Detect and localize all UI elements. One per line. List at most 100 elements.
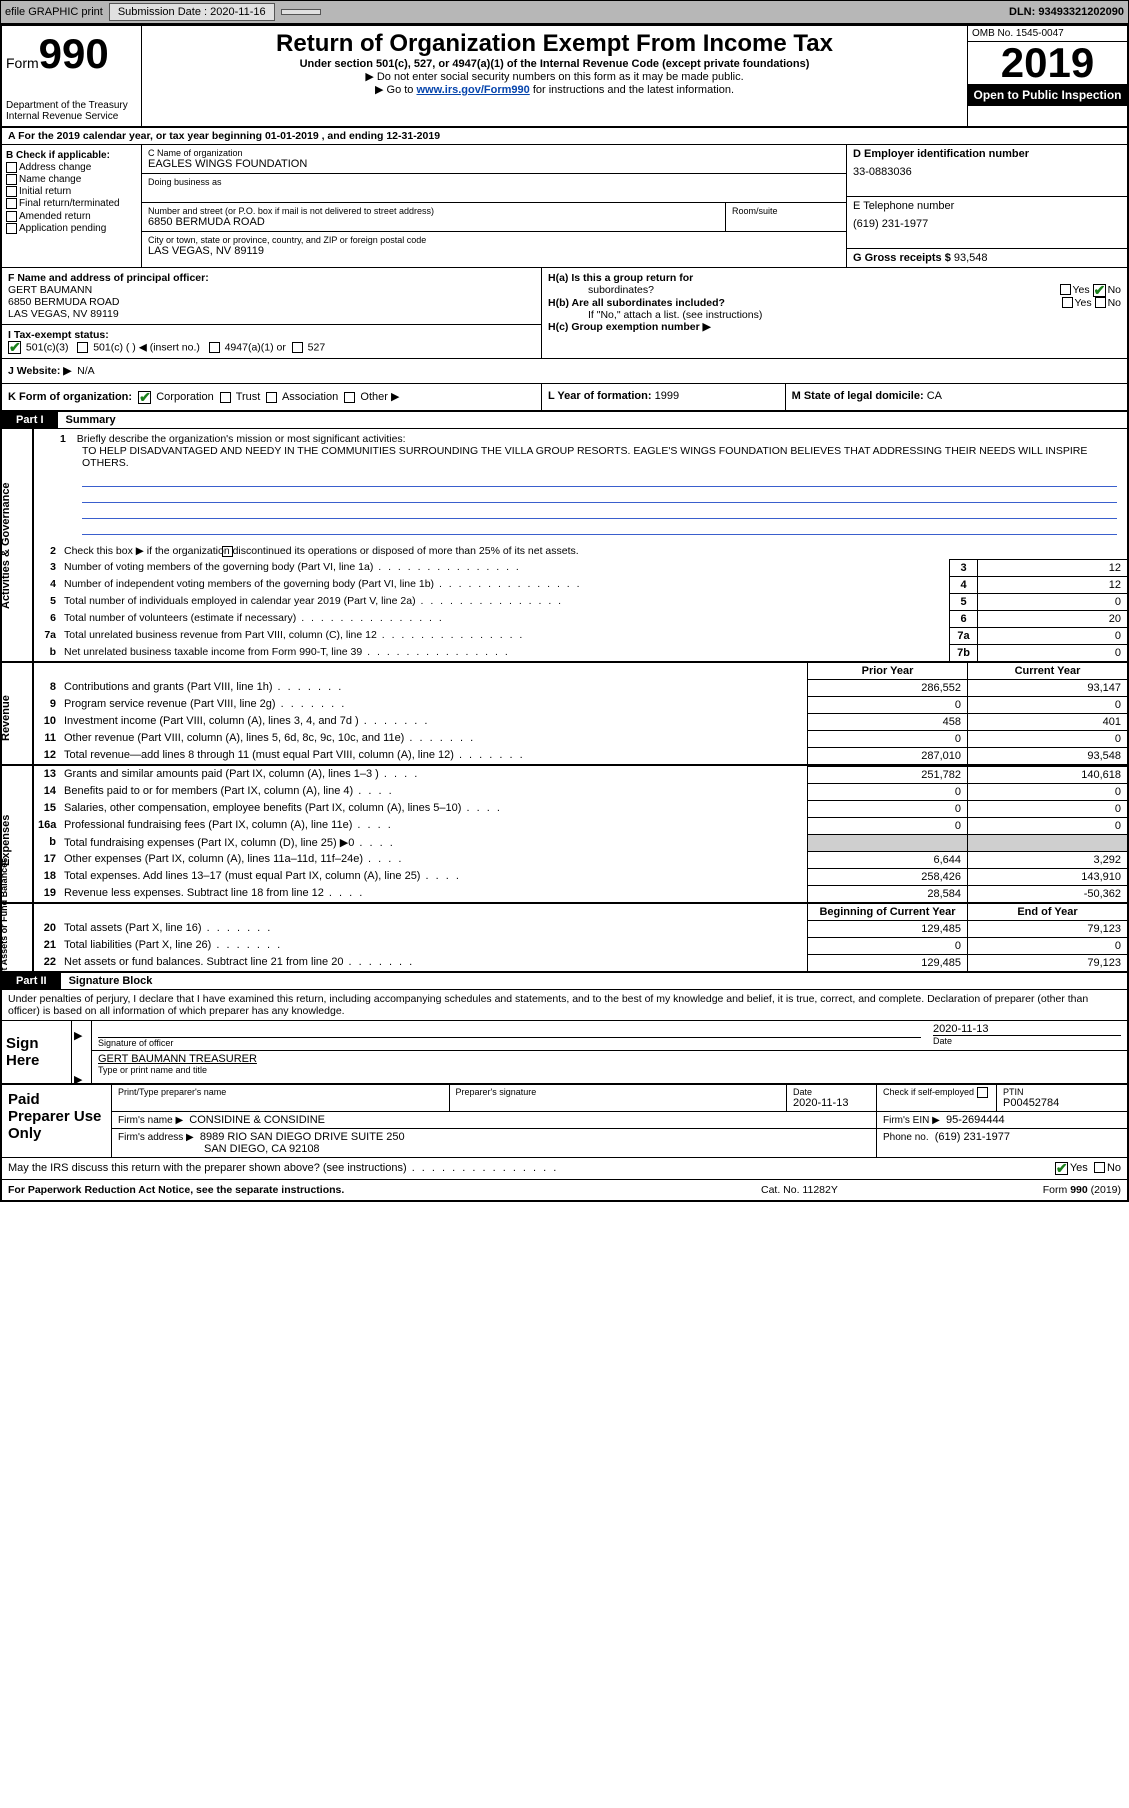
cb-4947[interactable] (209, 342, 220, 353)
tax-exempt-lbl: I Tax-exempt status: (8, 329, 109, 341)
sig-date: 2020-11-13 (933, 1023, 1121, 1035)
beginning-year-hdr: Beginning of Current Year (807, 904, 967, 920)
table-row: 15 Salaries, other compensation, employe… (34, 800, 1127, 817)
cb-final-return[interactable]: Final return/terminated (6, 198, 137, 209)
box-k: K Form of organization: Corporation Trus… (2, 384, 542, 410)
gross-val: 93,548 (954, 252, 988, 264)
prep-name-lbl: Print/Type preparer's name (118, 1087, 443, 1097)
pra-notice: For Paperwork Reduction Act Notice, see … (8, 1184, 761, 1196)
box-l: L Year of formation: 1999 (542, 384, 786, 410)
cb-application-pending[interactable]: Application pending (6, 223, 137, 234)
part1-header: Part I Summary (2, 412, 1127, 429)
gross-lbl: G Gross receipts $ (853, 252, 951, 264)
nossn-note: ▶ Do not enter social security numbers o… (150, 70, 959, 83)
table-row: 17 Other expenses (Part IX, column (A), … (34, 851, 1127, 868)
table-row: b Net unrelated business taxable income … (34, 644, 1127, 661)
cb-other[interactable] (344, 392, 355, 403)
box-deg: D Employer identification number 33-0883… (847, 145, 1127, 267)
part2-tag: Part II (2, 973, 61, 989)
box-m: M State of legal domicile: CA (786, 384, 1127, 410)
rule4 (82, 519, 1117, 535)
table-row: 5 Total number of individuals employed i… (34, 593, 1127, 610)
rev-colhdr: Prior Year Current Year (34, 663, 1127, 679)
sect-na: Net Assets or Fund Balances Beginning of… (2, 904, 1127, 973)
form-title: Return of Organization Exempt From Incom… (150, 30, 959, 58)
table-row: 14 Benefits paid to or for members (Part… (34, 783, 1127, 800)
blank-btn[interactable] (281, 9, 321, 15)
sig-date-lbl: Date (933, 1035, 1121, 1046)
table-row: 12 Total revenue—add lines 8 through 11 … (34, 747, 1127, 764)
submission-date-btn[interactable]: Submission Date : 2020-11-16 (109, 3, 275, 21)
ein: 33-0883036 (853, 166, 1121, 178)
org-name-lbl: C Name of organization (148, 148, 840, 158)
officer-addr1: 6850 BERMUDA ROAD (8, 296, 535, 308)
cb-527[interactable] (292, 342, 303, 353)
table-row: 6 Total number of volunteers (estimate i… (34, 610, 1127, 627)
form-header: Form990 Department of the Treasury Inter… (2, 26, 1127, 128)
box-h: H(a) Is this a group return for subordin… (542, 268, 1127, 358)
ptin-lbl: PTIN (1003, 1087, 1121, 1097)
vlabel-na: Net Assets or Fund Balances (0, 857, 9, 981)
table-row: 9 Program service revenue (Part VIII, li… (34, 696, 1127, 713)
cb-discontinued[interactable] (222, 546, 233, 557)
cb-hb-yes[interactable] (1062, 297, 1073, 308)
table-row: 4 Number of independent voting members o… (34, 576, 1127, 593)
cb-501c3[interactable] (8, 341, 21, 354)
prep-sig-lbl: Preparer's signature (456, 1087, 781, 1097)
prep-date-lbl: Date (793, 1087, 870, 1097)
cb-discuss-yes[interactable] (1055, 1162, 1068, 1175)
ptin: P00452784 (1003, 1097, 1121, 1109)
rule2 (82, 487, 1117, 503)
table-row: 7a Total unrelated business revenue from… (34, 627, 1127, 644)
prep-selfemp: Check if self-employed (877, 1085, 997, 1111)
officer-name: GERT BAUMANN (8, 284, 535, 296)
firm-ein-lbl: Firm's EIN ▶ (883, 1115, 940, 1126)
cb-discuss-no[interactable] (1094, 1162, 1105, 1173)
cb-name-change[interactable]: Name change (6, 174, 137, 185)
table-row: 18 Total expenses. Add lines 13–17 (must… (34, 868, 1127, 885)
header-mid: Return of Organization Exempt From Incom… (142, 26, 967, 126)
sect-exp: Expenses 13 Grants and similar amounts p… (2, 766, 1127, 904)
header-right: OMB No. 1545-0047 2019 Open to Public In… (967, 26, 1127, 126)
top-bar: efile GRAPHIC print Submission Date : 20… (0, 0, 1129, 24)
cb-selfemp[interactable] (977, 1087, 988, 1098)
vlabel-rev: Revenue (0, 695, 12, 741)
table-row: b Total fundraising expenses (Part IX, c… (34, 834, 1127, 851)
header-left: Form990 Department of the Treasury Inter… (2, 26, 142, 126)
cb-initial-return[interactable]: Initial return (6, 186, 137, 197)
cb-amended-return[interactable]: Amended return (6, 211, 137, 222)
firm-phone-lbl: Phone no. (883, 1132, 929, 1143)
cb-ha-yes[interactable] (1060, 284, 1071, 295)
cb-trust[interactable] (220, 392, 231, 403)
cb-corp[interactable] (138, 391, 151, 404)
rule3 (82, 503, 1117, 519)
form990-link[interactable]: www.irs.gov/Form990 (416, 84, 529, 96)
hb-note: If "No," attach a list. (see instruction… (548, 309, 1121, 321)
firm-ein: 95-2694444 (946, 1114, 1005, 1126)
current-year-hdr: Current Year (967, 663, 1127, 679)
part2-title: Signature Block (61, 973, 161, 989)
block-bcdeg: B Check if applicable: Address change Na… (2, 145, 1127, 268)
part2-header: Part II Signature Block (2, 973, 1127, 990)
sign-arrow-col: ▶ ▶ (72, 1021, 92, 1083)
block-fh: F Name and address of principal officer:… (2, 268, 1127, 359)
cb-assoc[interactable] (266, 392, 277, 403)
table-row: 11 Other revenue (Part VIII, column (A),… (34, 730, 1127, 747)
table-row: 10 Investment income (Part VIII, column … (34, 713, 1127, 730)
phone: (619) 231-1977 (853, 218, 1121, 230)
line2: 2 Check this box ▶ if the organization d… (34, 543, 1127, 559)
cb-501c[interactable] (77, 342, 88, 353)
sect-rev: Revenue Prior Year Current Year 8 Contri… (2, 663, 1127, 766)
cb-address-change[interactable]: Address change (6, 162, 137, 173)
prep-date: 2020-11-13 (793, 1097, 870, 1109)
open-to-public: Open to Public Inspection (968, 84, 1127, 106)
firm-phone: (619) 231-1977 (935, 1131, 1010, 1143)
box-b-hdr: B Check if applicable: (6, 150, 137, 161)
officer-lbl: F Name and address of principal officer: (8, 272, 535, 284)
table-row: 19 Revenue less expenses. Subtract line … (34, 885, 1127, 902)
row-klm: K Form of organization: Corporation Trus… (2, 384, 1127, 412)
dba-lbl: Doing business as (148, 177, 840, 187)
officer-printed-name: GERT BAUMANN TREASURER (98, 1053, 1121, 1065)
firm-name: CONSIDINE & CONSIDINE (189, 1114, 325, 1126)
cb-ha-no[interactable] (1093, 284, 1106, 297)
